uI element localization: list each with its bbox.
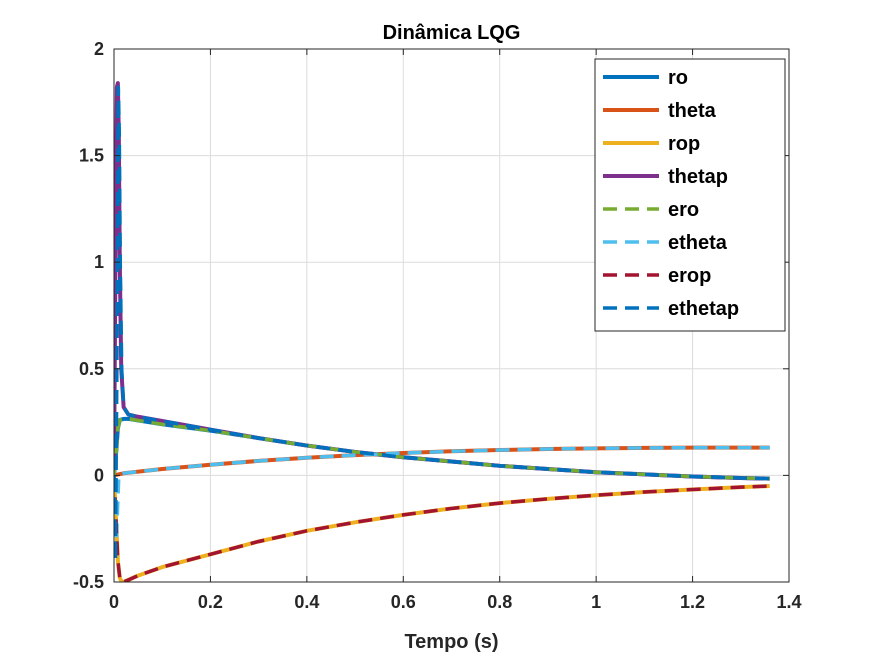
x-tick-label-5: 1 bbox=[591, 592, 601, 612]
series-line-ethetap bbox=[114, 85, 770, 563]
chart-title: Dinâmica LQG bbox=[383, 22, 521, 44]
legend-label-theta: theta bbox=[668, 100, 717, 122]
legend-label-ero: ero bbox=[668, 199, 699, 221]
y-tick-label-4: 1.5 bbox=[79, 146, 104, 166]
series-lines bbox=[114, 81, 770, 582]
x-tick-label-3: 0.6 bbox=[391, 592, 416, 612]
x-tick-label-6: 1.2 bbox=[680, 592, 705, 612]
y-tick-label-3: 1 bbox=[94, 252, 104, 272]
legend-label-ethetap: ethetap bbox=[668, 298, 739, 320]
series-line-erop bbox=[114, 475, 770, 582]
axis-ticks: 0 0.2 0.4 0.6 0.8 1 1.2 1.4-0.500.511.52 bbox=[73, 39, 802, 612]
x-tick-label-7: 1.4 bbox=[776, 592, 801, 612]
series-line-etheta bbox=[114, 445, 770, 542]
legend: ro theta rop thetap ero etheta erop ethetap bbox=[594, 58, 786, 332]
legend-label-ro: ro bbox=[668, 67, 688, 89]
x-axis-label: Tempo (s) bbox=[404, 631, 498, 653]
legend-label-etheta: etheta bbox=[668, 232, 728, 254]
y-tick-label-1: 0 bbox=[94, 465, 104, 485]
legend-label-rop: rop bbox=[668, 133, 700, 155]
y-tick-label-5: 2 bbox=[94, 39, 104, 59]
plot-box bbox=[113, 48, 790, 583]
y-tick-label-2: 0.5 bbox=[79, 359, 104, 379]
y-tick-label-0: -0.5 bbox=[73, 572, 104, 592]
legend-label-thetap: thetap bbox=[668, 166, 728, 188]
x-tick-label-0: 0 bbox=[109, 592, 119, 612]
legend-box bbox=[594, 58, 786, 332]
legend-label-erop: erop bbox=[668, 265, 711, 287]
x-tick-label-4: 0.8 bbox=[487, 592, 512, 612]
x-tick-label-1: 0.2 bbox=[198, 592, 223, 612]
x-tick-label-2: 0.4 bbox=[294, 592, 319, 612]
